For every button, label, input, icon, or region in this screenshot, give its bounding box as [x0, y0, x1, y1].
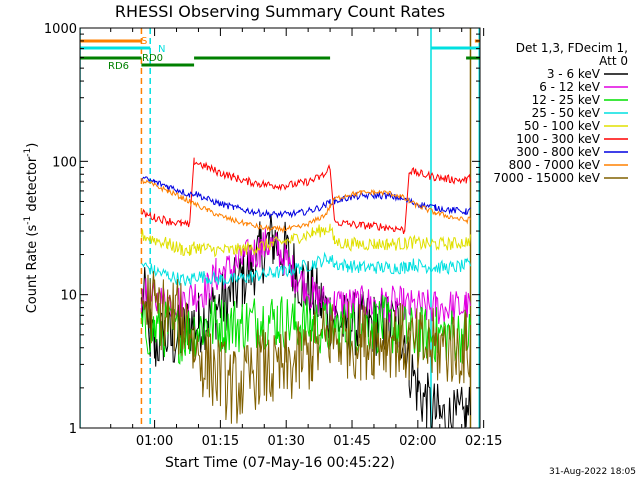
- legend-label-3: 25 - 50 keV: [532, 106, 601, 120]
- y-tick-label-1: 10: [60, 289, 77, 304]
- legend-label-0: 3 - 6 keV: [547, 67, 601, 81]
- x-axis-label: Start Time (07-May-16 00:45:22): [165, 455, 395, 471]
- series-line-1: [140, 228, 471, 325]
- y-axis-label: Count Rate (s-1 detector-1): [23, 143, 40, 314]
- legend-label-5: 100 - 300 keV: [516, 132, 600, 146]
- mode-label-s: S: [141, 36, 147, 47]
- y-tick-label-0: 1: [69, 422, 77, 437]
- legend-header-line-1: Det 1,3, FDecim 1,: [516, 41, 628, 55]
- x-tick-label-1: 01:15: [202, 434, 239, 449]
- series-line-3: [141, 251, 471, 286]
- x-tick-label-2: 01:30: [267, 434, 304, 449]
- legend-header-line-2: Att 0: [599, 54, 628, 68]
- series-line-5: [141, 157, 471, 235]
- series-line-8: [140, 271, 471, 424]
- legend-label-2: 12 - 25 keV: [532, 93, 601, 107]
- mode-label-rd0: RD0: [142, 53, 163, 64]
- x-tick-label-5: 02:15: [465, 434, 502, 449]
- axis-ticks: 1 10 100 1000 01:00 01:15 01:30 01:45 02:00 02:15: [44, 22, 502, 449]
- legend-label-7: 800 - 7000 keV: [509, 158, 601, 172]
- legend-label-4: 50 - 100 keV: [524, 119, 601, 133]
- mode-label-n: N: [158, 44, 165, 55]
- footer-date: 31-Aug-2022 18:05: [549, 467, 636, 477]
- mode-label-rd6: RD6: [108, 61, 129, 72]
- x-tick-label-4: 02:00: [399, 434, 436, 449]
- chart-title: RHESSI Observing Summary Count Rates: [115, 2, 445, 21]
- x-tick-label-0: 01:00: [136, 434, 173, 449]
- series-line-0: [140, 213, 471, 428]
- legend-label-1: 6 - 12 keV: [539, 80, 601, 94]
- plot-frame: [79, 27, 481, 429]
- y-tick-label-3: 1000: [44, 22, 77, 37]
- legend-label-6: 300 - 800 keV: [516, 145, 600, 159]
- legend-label-8: 7000 - 15000 keV: [493, 171, 600, 185]
- y-tick-label-2: 100: [52, 155, 77, 170]
- x-tick-label-3: 01:45: [333, 434, 370, 449]
- series-line-7: [141, 178, 471, 234]
- series-line-4: [140, 223, 471, 258]
